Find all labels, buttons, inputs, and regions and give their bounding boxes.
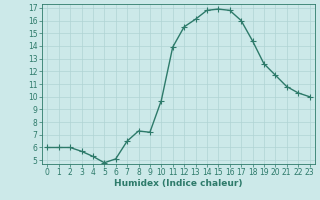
X-axis label: Humidex (Indice chaleur): Humidex (Indice chaleur) [114,179,243,188]
